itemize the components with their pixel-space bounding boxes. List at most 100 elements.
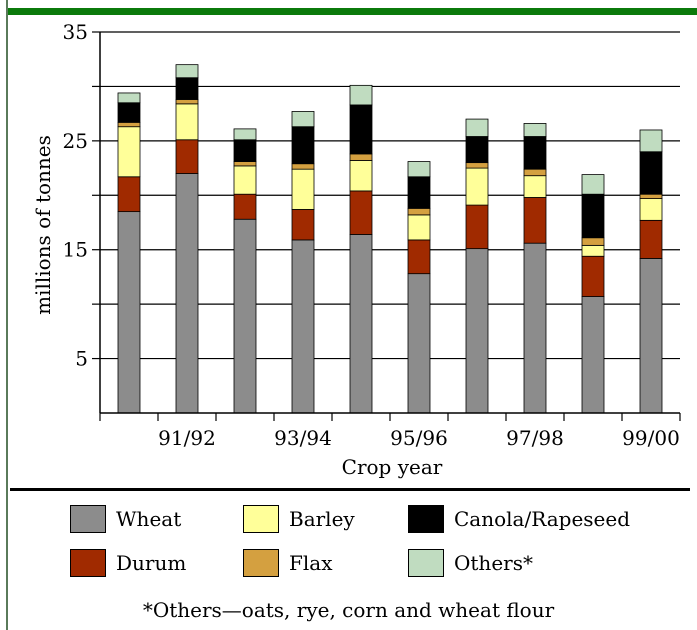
bar-segment-others — [233, 128, 257, 141]
x-axis-label: Crop year — [342, 455, 443, 479]
bar-segment-durum — [175, 139, 199, 174]
y-tick-labels: 5 15 25 35 — [63, 20, 88, 371]
y-tick-label: 35 — [63, 20, 88, 44]
bar-segment-canola-rapeseed — [465, 136, 489, 164]
bar-segment-others — [349, 84, 373, 106]
bar-segment-durum — [233, 193, 257, 220]
bar-segment-flax — [349, 153, 373, 161]
x-tick-labels: 91/92 93/94 95/96 97/98 99/00 — [158, 426, 680, 450]
legend-item-others: Others* — [408, 549, 533, 577]
legend-swatch — [408, 505, 444, 533]
bar-segment-canola-rapeseed — [175, 77, 199, 100]
bar-segment-barley — [465, 167, 489, 206]
bar-segment-flax — [175, 99, 199, 105]
bar-segment-others — [639, 129, 663, 153]
legend-label: Barley — [289, 507, 355, 531]
y-tick-label: 25 — [63, 129, 88, 153]
bar-segment-canola-rapeseed — [523, 136, 547, 170]
bar-segment-flax — [523, 168, 547, 177]
bar-segment-durum — [407, 239, 431, 275]
legend-swatch — [70, 549, 106, 577]
bar-segment-others — [407, 161, 431, 178]
y-tick-label: 15 — [63, 238, 88, 262]
legend-swatch — [408, 549, 444, 577]
legend-swatch — [243, 505, 279, 533]
legend-label: Durum — [116, 551, 187, 575]
x-tick-label: 99/00 — [622, 426, 680, 450]
bar-segment-canola-rapeseed — [117, 102, 141, 123]
bar-segment-durum — [523, 197, 547, 244]
legend-swatch — [243, 549, 279, 577]
bar-segment-wheat — [117, 211, 141, 414]
bar-segment-canola-rapeseed — [581, 193, 605, 239]
bar-segment-barley — [175, 103, 199, 141]
bar-segment-wheat — [523, 242, 547, 414]
x-tick-label: 95/96 — [390, 426, 448, 450]
bar-segment-barley — [291, 168, 315, 210]
bar-segment-durum — [117, 176, 141, 213]
legend-swatch — [70, 505, 106, 533]
bars — [117, 64, 663, 414]
bar-segment-durum — [465, 204, 489, 250]
bar-segment-others — [523, 123, 547, 137]
bar-segment-flax — [465, 162, 489, 169]
bar-segment-canola-rapeseed — [407, 176, 431, 209]
bar-segment-barley — [639, 198, 663, 221]
y-tick-label: 5 — [75, 347, 88, 371]
bar-segment-wheat — [407, 273, 431, 414]
bar-segment-canola-rapeseed — [349, 104, 373, 155]
bar-segment-barley — [349, 160, 373, 192]
left-border — [6, 0, 8, 630]
legend-item-durum: Durum — [70, 549, 186, 577]
bar-segment-wheat — [639, 258, 663, 414]
bar-segment-flax — [581, 237, 605, 246]
bar-segment-durum — [639, 219, 663, 259]
bar-segment-wheat — [581, 296, 605, 414]
bar-segment-flax — [233, 161, 257, 167]
legend-divider — [10, 488, 690, 491]
bar-segment-flax — [407, 207, 431, 216]
bar-segment-barley — [523, 175, 547, 198]
bar-segment-wheat — [175, 173, 199, 414]
legend-label: Flax — [289, 551, 333, 575]
stacked-bar-chart: 5 15 25 35 91/92 93/94 95/96 97/98 99/00 millio… — [31, 20, 681, 479]
y-axis-label: millions of tonnes — [31, 135, 55, 315]
bar-segment-barley — [581, 244, 605, 257]
legend: Wheat Barley Canola/Rapeseed Durum Flax Other… — [0, 505, 697, 630]
bar-segment-others — [291, 111, 315, 128]
legend-item-canola-rapeseed: Canola/Rapeseed — [408, 505, 630, 533]
bar-segment-wheat — [465, 248, 489, 414]
bar-segment-others — [117, 92, 141, 104]
bar-segment-wheat — [291, 239, 315, 414]
bar-segment-canola-rapeseed — [291, 126, 315, 165]
bar-segment-barley — [233, 165, 257, 195]
bar-segment-flax — [639, 193, 663, 199]
bar-segment-barley — [407, 214, 431, 241]
legend-item-barley: Barley — [243, 505, 355, 533]
bar-segment-barley — [117, 126, 141, 178]
axes — [92, 31, 681, 421]
bar-segment-flax — [291, 163, 315, 170]
legend-label: Others* — [454, 551, 533, 575]
bar-segment-durum — [291, 209, 315, 241]
bar-segment-wheat — [233, 218, 257, 414]
bar-segment-durum — [581, 255, 605, 297]
bar-segment-wheat — [349, 234, 373, 414]
top-border — [8, 8, 697, 15]
legend-label: Wheat — [116, 507, 182, 531]
legend-item-flax: Flax — [243, 549, 332, 577]
bar-segment-durum — [349, 190, 373, 235]
bar-segment-flax — [117, 121, 141, 128]
x-tick-label: 91/92 — [158, 426, 216, 450]
legend-label: Canola/Rapeseed — [454, 507, 631, 531]
footnote: *Others—oats, rye, corn and wheat flour — [142, 598, 555, 622]
bar-segment-canola-rapeseed — [233, 139, 257, 162]
x-tick-label: 97/98 — [506, 426, 564, 450]
bar-segment-others — [465, 118, 489, 137]
bar-segment-others — [175, 64, 199, 79]
legend-item-wheat: Wheat — [70, 505, 181, 533]
bar-segment-others — [581, 174, 605, 195]
bar-segment-canola-rapeseed — [639, 151, 663, 195]
x-tick-label: 93/94 — [274, 426, 332, 450]
